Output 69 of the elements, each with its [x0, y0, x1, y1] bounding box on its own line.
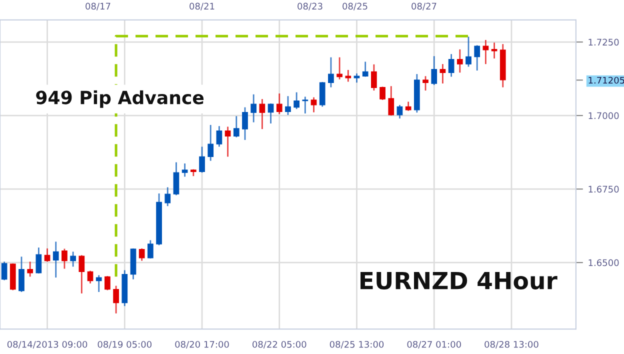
candlestick [242, 106, 248, 141]
candlestick [208, 124, 214, 162]
candlestick [474, 44, 480, 72]
candlestick [336, 56, 342, 80]
candlestick [380, 86, 386, 101]
x-tick-label: 08/20 17:00 [175, 340, 229, 349]
candlestick [276, 92, 282, 115]
candlestick [319, 81, 326, 108]
text: 08/25 [342, 2, 368, 10]
x-tick-label: 08/22 05:00 [252, 340, 306, 349]
candlestick [52, 240, 59, 278]
annotation: EURNZD 4Hour [360, 272, 558, 290]
candlestick [466, 36, 472, 68]
candlestick [388, 85, 394, 116]
x-tick-label: 08/14/2013 09:00 [7, 340, 88, 349]
text: 08/17 [86, 2, 110, 10]
candlestick [182, 162, 188, 178]
candlestick [96, 274, 102, 293]
candlestick [328, 56, 334, 88]
y-tick-label: 1.7000 [588, 112, 619, 120]
candlestick [44, 248, 50, 262]
annotation: 949 Pip Advance [36, 90, 204, 108]
candlestick [302, 96, 308, 114]
candlestick [216, 125, 222, 148]
candlestick [224, 126, 231, 158]
candlestick [491, 42, 498, 60]
candlestick [371, 64, 377, 92]
candlestick [1, 260, 8, 281]
candlestick [310, 96, 317, 113]
candlestick [405, 101, 412, 112]
candlestick [148, 240, 154, 260]
candlestick [268, 102, 274, 124]
y-tick-label: 1.7250 [588, 38, 619, 46]
candlestick [87, 270, 94, 284]
candlestick [113, 285, 119, 314]
candlestick [259, 98, 266, 130]
candlestick [396, 104, 403, 120]
candlestick [173, 162, 180, 196]
candlestick [440, 63, 446, 84]
candlestick [285, 95, 291, 116]
candlestick [27, 260, 34, 278]
candlestick [362, 61, 368, 78]
x-tick-label: 08/25 13:00 [330, 340, 384, 349]
candlestick [482, 39, 489, 65]
candlestick [250, 94, 257, 123]
candlestick [233, 115, 240, 138]
candlestick [78, 254, 85, 294]
y-tick-label: 1.6750 [588, 186, 619, 193]
text: 08/21 [190, 2, 214, 10]
candlestick [294, 92, 300, 110]
text: 08/23 [298, 2, 322, 10]
candlestick [36, 246, 42, 274]
candlestick [199, 146, 205, 174]
text: 08/27 [412, 2, 436, 10]
candlestick [62, 248, 68, 270]
x-tick-label: 08/27 01:00 [407, 340, 461, 349]
y-tick-label: 1.6500 [588, 259, 619, 266]
candlestick [104, 275, 110, 291]
x-tick-label: 08/19 05:00 [98, 340, 152, 349]
candlestick [164, 186, 171, 207]
candlestick [138, 248, 145, 262]
candlestick [431, 55, 438, 86]
candlestick [18, 256, 24, 293]
candlestick [448, 53, 454, 78]
candlestick [456, 48, 463, 74]
candlestick [70, 250, 76, 268]
x-tick-label: 08/28 13:00 [484, 340, 538, 349]
candlestick [422, 75, 428, 92]
y-tick-label: 1.71205 [588, 76, 624, 84]
